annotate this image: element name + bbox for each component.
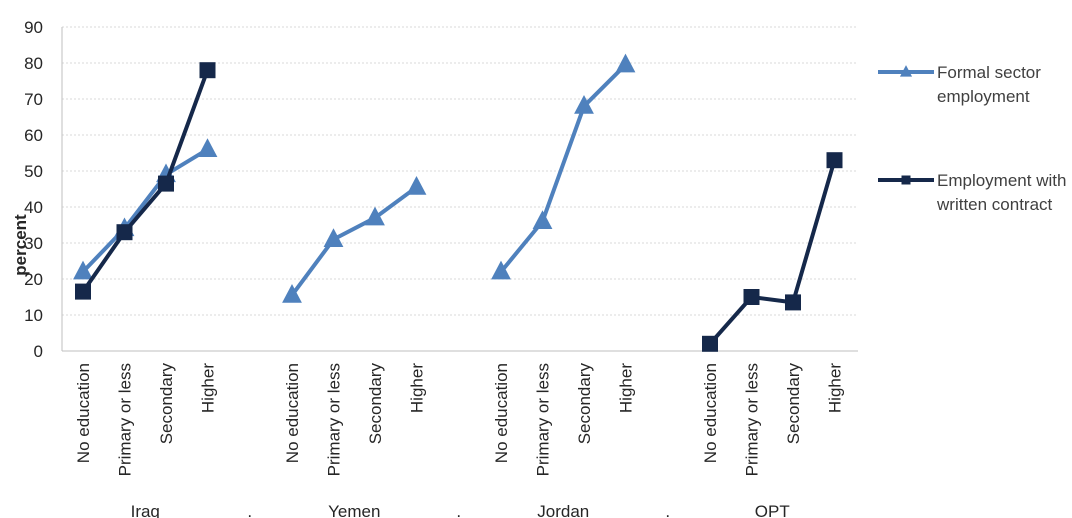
group-label: OPT: [755, 502, 790, 518]
data-point-triangle: [323, 228, 344, 247]
data-point-triangle: [615, 53, 636, 73]
x-tick-label: Secondary: [157, 363, 176, 445]
x-tick-label: No education: [74, 363, 93, 463]
x-tick-label: Primary or less: [743, 363, 762, 476]
x-tick-label: Higher: [199, 363, 218, 413]
group-separator: .: [665, 502, 670, 518]
y-axis: 0 10 20 30 40 50 60 70 80 90: [24, 18, 63, 361]
data-point-square: [826, 152, 843, 169]
data-point-triangle: [73, 260, 93, 280]
group-separator: .: [456, 502, 461, 518]
data-point-triangle: [197, 138, 218, 157]
x-tick-label: Higher: [408, 363, 427, 413]
series-line: [290, 185, 418, 297]
y-tick-label: 20: [24, 270, 43, 289]
data-point-square: [702, 335, 718, 352]
x-tick-label: No education: [701, 363, 720, 463]
y-axis-label: percent: [11, 214, 30, 276]
legend: Formal sector employment Employment with wr…: [878, 63, 1066, 214]
series-layer: [73, 53, 843, 352]
group-separator: .: [247, 502, 252, 518]
data-point-square: [785, 294, 801, 311]
y-tick-label: 30: [24, 234, 43, 253]
data-point-square: [116, 224, 133, 241]
data-point-triangle: [365, 206, 385, 226]
legend-label: written contract: [936, 195, 1053, 214]
x-tick-label: Higher: [617, 363, 636, 413]
x-tick-label: Primary or less: [534, 363, 553, 476]
series-line: [81, 69, 210, 293]
x-tick-label: Higher: [826, 363, 845, 413]
group-label: Yemen: [328, 502, 380, 518]
data-point-triangle: [574, 95, 594, 114]
data-point-square: [158, 175, 174, 192]
y-tick-label: 60: [24, 126, 43, 145]
gridlines: [62, 26, 858, 316]
x-tick-label: Secondary: [575, 363, 594, 445]
y-tick-label: 80: [24, 54, 43, 73]
x-tick-label: Primary or less: [325, 363, 344, 476]
legend-marker: [901, 175, 911, 185]
group-label: Iraq: [131, 502, 160, 518]
y-tick-label: 0: [34, 342, 43, 361]
x-axis: No education Primary or less Secondary High…: [62, 350, 858, 518]
data-point-triangle: [532, 210, 553, 229]
x-tick-label: No education: [283, 363, 302, 463]
data-point-triangle: [282, 284, 302, 303]
series-line: [81, 147, 209, 274]
data-point-triangle: [406, 176, 427, 195]
x-tick-label: Primary or less: [116, 363, 135, 476]
series-line: [708, 159, 837, 346]
x-tick-label: Secondary: [784, 363, 803, 445]
legend-label: Formal sector: [937, 63, 1041, 82]
y-tick-label: 90: [24, 18, 43, 37]
data-point-triangle: [491, 260, 511, 280]
y-tick-label: 10: [24, 306, 43, 325]
group-label: Jordan: [537, 502, 589, 518]
x-tick-label: Secondary: [366, 363, 385, 445]
x-tick-label: No education: [492, 363, 511, 463]
data-point-square: [743, 289, 760, 305]
y-tick-label: 70: [24, 90, 43, 109]
series-line: [499, 63, 627, 274]
data-point-square: [75, 283, 91, 300]
data-point-square: [199, 62, 216, 79]
legend-marker: [899, 65, 913, 77]
legend-label: Employment with: [937, 171, 1066, 190]
y-tick-label: 50: [24, 162, 43, 181]
legend-label: employment: [937, 87, 1030, 106]
y-tick-label: 40: [24, 198, 43, 217]
